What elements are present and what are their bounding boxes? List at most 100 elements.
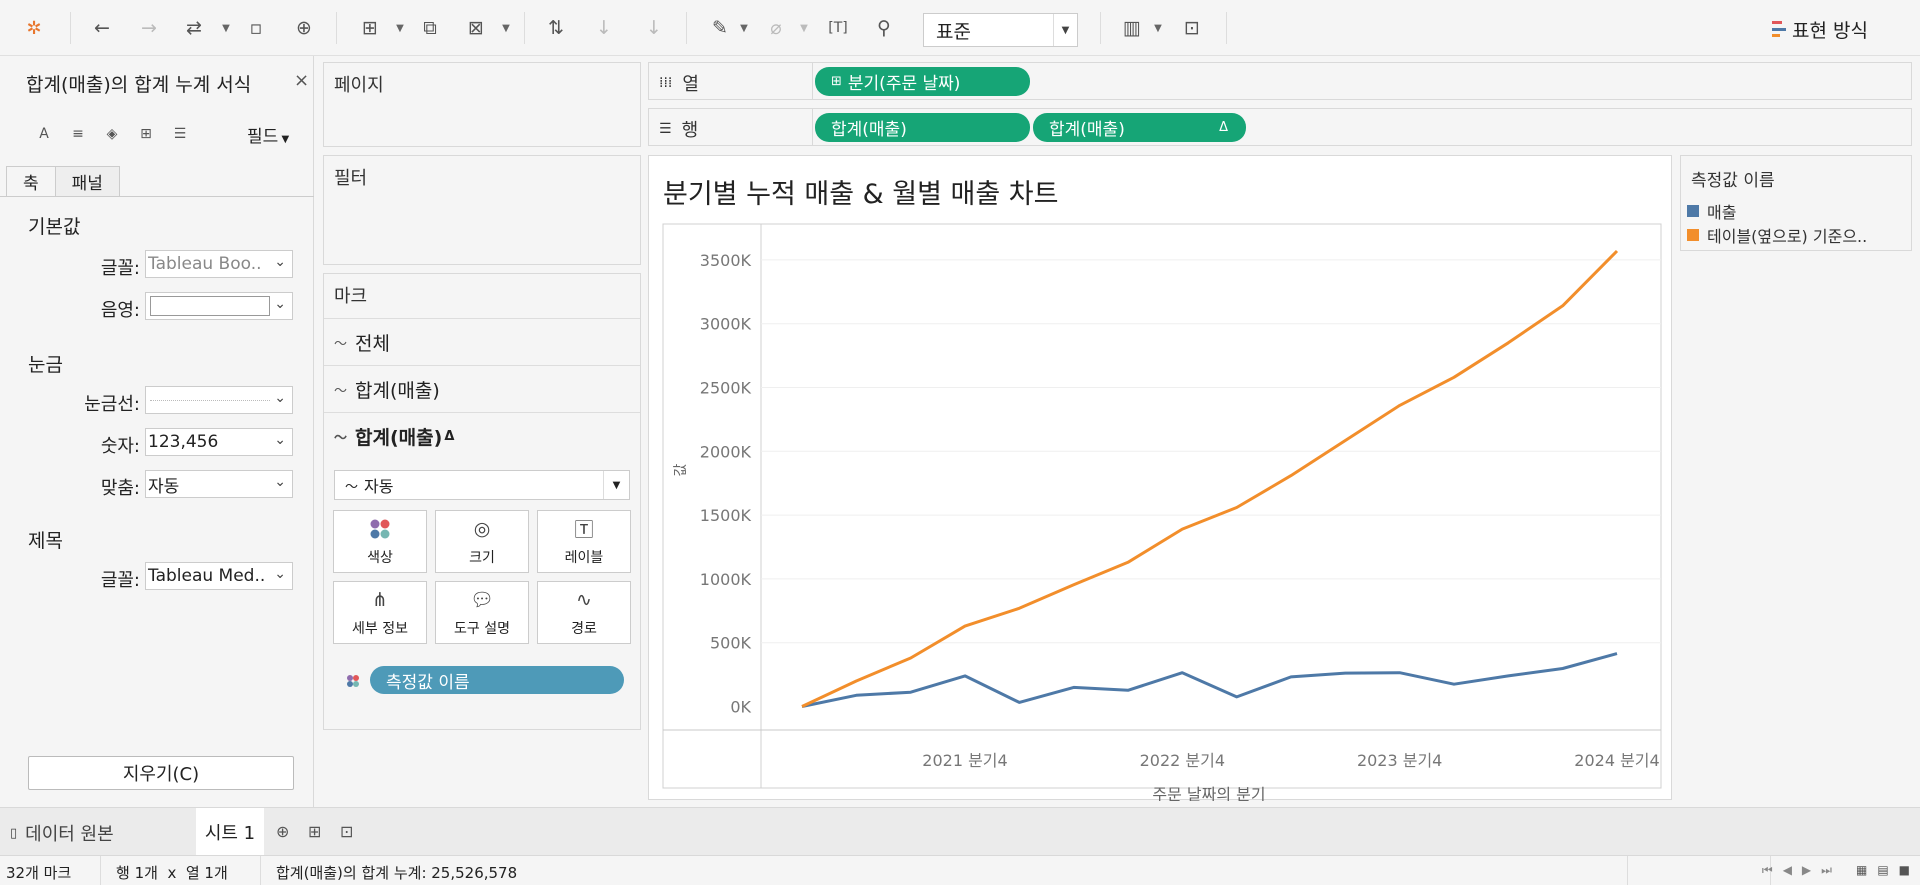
status-bar: 32개 마크 행 1개 x 열 1개 합계(매출)의 합계 누계: 25,526…: [0, 855, 1920, 885]
running-total-point: [964, 625, 967, 628]
align-dropdown[interactable]: 자동 ⌄: [145, 470, 293, 498]
new-worksheet-dropdown-icon[interactable]: ▼: [396, 22, 404, 34]
running-total-point: [1507, 341, 1510, 344]
sort-asc-icon[interactable]: ↓: [596, 17, 612, 39]
filters-card[interactable]: 필터: [323, 155, 641, 265]
sum-sales-running-pill[interactable]: 합계(매출) Δ: [1033, 113, 1246, 142]
chart-svg: 0K 500K 1000K 1500K 2000K 2500K 3000K 3500K 값 202…: [662, 223, 1662, 801]
tab-axis[interactable]: 축: [6, 166, 56, 196]
datasource-tab[interactable]: ▯ 데이터 원본: [10, 820, 114, 846]
last-sheet-icon[interactable]: ⏭: [1821, 863, 1832, 877]
field-dropdown-label: 필드: [247, 127, 279, 147]
sales-line: [801, 652, 1618, 708]
replay-icon[interactable]: ⇄: [186, 17, 202, 39]
x-tick-label: 2021 분기4: [922, 751, 1007, 770]
columns-shelf[interactable]: ⁞⁞⁞ 열 ⊞ 분기(주문 날짜): [648, 62, 1912, 100]
path-button[interactable]: ∿ 경로: [537, 581, 631, 644]
first-sheet-icon[interactable]: ⏮: [1761, 863, 1773, 877]
tab-pane[interactable]: 패널: [54, 166, 120, 196]
chevron-down-icon: ⌄: [274, 390, 286, 406]
columns-icon: ⁞⁞⁞: [659, 75, 673, 91]
clear-button[interactable]: 지우기(C): [28, 756, 294, 790]
new-datasource-icon[interactable]: ⊕: [296, 17, 312, 39]
sales-point: [1398, 671, 1401, 674]
tabs-view-icon[interactable]: ■: [1898, 863, 1910, 877]
x-tick-label: 2024 분기4: [1574, 751, 1659, 770]
filmstrip-view-icon[interactable]: ▤: [1877, 863, 1889, 877]
sales-point: [1127, 689, 1130, 692]
font-dropdown[interactable]: Tableau Boo.. ⌄: [145, 250, 293, 278]
duplicate-icon[interactable]: ⧉: [423, 17, 437, 39]
color-icon: [369, 517, 391, 541]
detail-button[interactable]: ⋔ 세부 정보: [333, 581, 427, 644]
swap-icon[interactable]: ⇅: [548, 17, 564, 39]
new-story-icon[interactable]: ⊡: [340, 822, 354, 841]
redo-icon[interactable]: →: [141, 17, 157, 39]
group-icon[interactable]: ⌀: [770, 17, 782, 39]
tooltip-button[interactable]: 💬︎ 도구 설명: [435, 581, 529, 644]
sheet-nav: ⏮ ◀ ▶ ⏭ ▦ ▤ ■: [1762, 863, 1910, 878]
marks-row-sales-running[interactable]: 〜 합계(매출) Δ: [324, 412, 640, 459]
number-dropdown[interactable]: 123,456 ⌄: [145, 428, 293, 456]
rows-shelf[interactable]: ☰ 행 합계(매출) 합계(매출) Δ: [648, 108, 1912, 146]
color-button[interactable]: 색상: [333, 510, 427, 573]
replay-dropdown-icon[interactable]: ▼: [222, 22, 230, 34]
sheet-tab[interactable]: 시트 1: [196, 808, 264, 856]
presentation-icon[interactable]: ⊡: [1184, 17, 1200, 39]
clear-dropdown-icon[interactable]: ▼: [502, 22, 510, 34]
chevron-down-icon: ⌄: [274, 254, 286, 270]
new-worksheet-icon[interactable]: ⊕: [276, 822, 290, 841]
marks-row-sales[interactable]: 〜 합계(매출): [324, 365, 640, 412]
sort-desc-icon[interactable]: ↓: [646, 17, 662, 39]
undo-icon[interactable]: ←: [94, 17, 110, 39]
shading-dropdown[interactable]: ⌄: [145, 292, 293, 320]
running-total-point: [1072, 583, 1075, 586]
next-sheet-icon[interactable]: ▶: [1801, 863, 1812, 877]
running-sum-status: 합계(매출)의 합계 누계: 25,526,578: [276, 864, 518, 882]
borders-icon[interactable]: ⊞: [140, 126, 152, 142]
label-icon[interactable]: [T]: [828, 20, 848, 36]
close-icon[interactable]: ×: [294, 70, 310, 91]
expand-icon: ⊞: [831, 74, 842, 89]
grid-view-icon[interactable]: ▦: [1855, 863, 1868, 877]
label-button[interactable]: 🅃 레이블: [537, 510, 631, 573]
font-icon[interactable]: A: [39, 126, 49, 142]
running-total-point: [1018, 607, 1021, 610]
detail-icon: ⋔: [372, 588, 388, 611]
highlight-dropdown-icon[interactable]: ▼: [740, 22, 748, 34]
y-axis-title: 값: [673, 463, 689, 476]
tickline-dropdown[interactable]: ⌄: [145, 386, 293, 414]
show-cards-icon[interactable]: ▥: [1123, 17, 1141, 39]
tickline-label: 눈금선:: [84, 394, 140, 415]
prev-sheet-icon[interactable]: ◀: [1782, 863, 1792, 877]
field-dropdown[interactable]: 필드 ▼: [247, 122, 289, 147]
legend-item-running-total[interactable]: 테이블(옆으로) 기준으..: [1687, 224, 1909, 246]
new-worksheet-icon[interactable]: ⊞: [362, 17, 378, 39]
show-me-button[interactable]: 표현 방식: [1772, 14, 1868, 44]
mark-type-select[interactable]: 〜 자동 ▼: [334, 470, 630, 500]
number-label: 숫자:: [100, 436, 140, 457]
marks-row-all[interactable]: 〜 전체: [324, 318, 640, 365]
shading-icon[interactable]: ◈: [106, 126, 118, 142]
save-icon[interactable]: ▫: [249, 17, 263, 39]
measure-names-pill[interactable]: 측정값 이름: [370, 666, 624, 694]
group-dropdown-icon[interactable]: ▼: [800, 22, 808, 34]
highlight-icon[interactable]: ✎: [712, 17, 728, 39]
pin-icon[interactable]: ⚲: [877, 17, 891, 39]
new-dashboard-icon[interactable]: ⊞: [308, 822, 322, 841]
pages-card[interactable]: 페이지: [323, 62, 641, 147]
section-title: 제목: [28, 530, 63, 552]
alignment-icon[interactable]: ≡: [72, 126, 84, 142]
legend: 측정값 이름 매출 테이블(옆으로) 기준으..: [1680, 155, 1912, 251]
lines-icon[interactable]: ☰: [173, 126, 187, 142]
title-font-dropdown[interactable]: Tableau Med.. ⌄: [145, 562, 293, 590]
y-tick-label: 2500K: [700, 379, 752, 398]
tableau-logo-icon[interactable]: ✲: [26, 17, 42, 39]
fit-select[interactable]: 표준 ▼: [923, 13, 1078, 47]
show-cards-dropdown-icon[interactable]: ▼: [1154, 22, 1162, 34]
legend-item-sales[interactable]: 매출: [1687, 200, 1909, 222]
sum-sales-pill[interactable]: 합계(매출): [815, 113, 1030, 142]
quarter-order-date-pill[interactable]: ⊞ 분기(주문 날짜): [815, 67, 1030, 96]
size-button[interactable]: ◎ 크기: [435, 510, 529, 573]
clear-sheet-icon[interactable]: ⊠: [468, 17, 484, 39]
